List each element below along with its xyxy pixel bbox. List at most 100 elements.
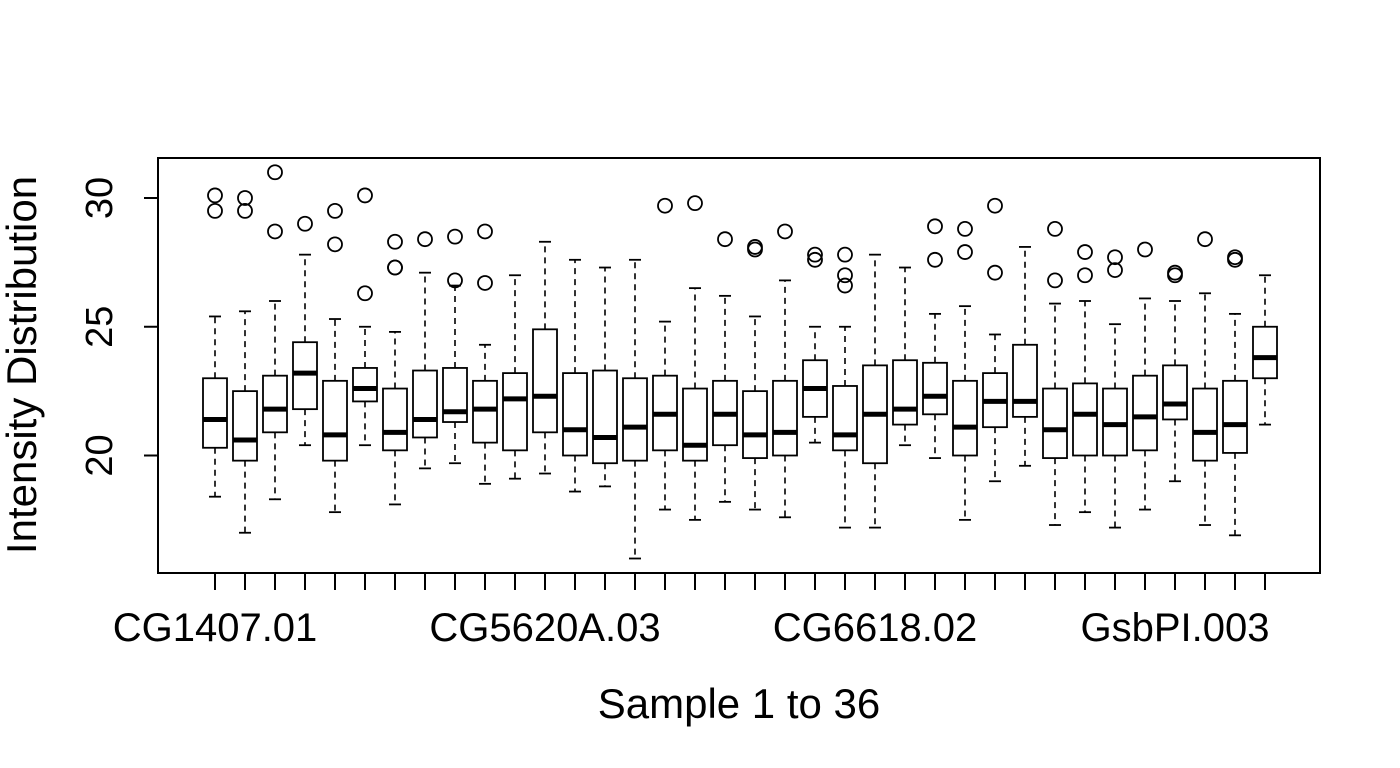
y-tick-label: 25	[79, 306, 121, 348]
outlier-point	[477, 223, 493, 240]
outlier-point	[237, 202, 253, 219]
outlier-point	[837, 277, 853, 294]
iqr-box	[562, 372, 588, 457]
iqr-box	[772, 379, 798, 457]
sample-10-box	[472, 223, 498, 485]
outlier-point	[267, 164, 283, 181]
outlier-point	[297, 215, 313, 232]
outlier-point	[1107, 249, 1123, 266]
iqr-box	[1192, 387, 1218, 462]
iqr-box	[1012, 343, 1038, 418]
outlier-point	[447, 272, 463, 289]
x-axis-label: Sample 1 to 36	[598, 680, 881, 727]
iqr-box	[592, 369, 618, 465]
x-tick-label: CG6618.02	[773, 606, 978, 650]
sample-36-box	[1252, 274, 1278, 426]
sample-23-box	[862, 253, 888, 529]
iqr-box	[1102, 387, 1128, 457]
iqr-box	[622, 377, 648, 462]
iqr-box	[682, 387, 708, 462]
sample-29-box	[1042, 220, 1068, 526]
sample-27-box	[982, 197, 1008, 483]
sample-6-box	[352, 187, 378, 447]
plot-frame	[157, 157, 1321, 574]
sample-18-box	[712, 231, 738, 503]
sample-19-box	[742, 239, 768, 511]
iqr-box	[232, 390, 258, 462]
iqr-box	[742, 390, 768, 459]
outlier-point	[237, 190, 253, 206]
outlier-point	[837, 267, 853, 284]
sample-12-box	[532, 240, 558, 475]
sample-9-box	[442, 228, 468, 465]
sample-25-box	[922, 218, 948, 459]
outlier-point	[687, 195, 703, 212]
outlier-point	[987, 264, 1003, 281]
outlier-point	[417, 231, 433, 248]
outlier-point	[747, 239, 763, 255]
sample-2-box	[232, 190, 258, 534]
sample-3-box	[262, 164, 288, 501]
sample-13-box	[562, 258, 588, 493]
sample-15-box	[622, 258, 648, 560]
outlier-point	[927, 218, 943, 235]
outlier-point	[927, 251, 943, 268]
outlier-point	[657, 197, 673, 214]
outlier-point	[387, 259, 403, 276]
sample-30-box	[1072, 244, 1098, 514]
iqr-box	[292, 341, 318, 411]
iqr-box	[472, 379, 498, 444]
sample-32-box	[1132, 241, 1158, 511]
outlier-point	[327, 236, 343, 253]
outlier-point	[1137, 241, 1153, 258]
iqr-box	[382, 387, 408, 452]
sample-34-box	[1192, 231, 1218, 526]
outlier-point	[1227, 249, 1243, 266]
iqr-box	[922, 361, 948, 416]
y-axis-label: Intensity Distribution	[0, 176, 45, 554]
iqr-box	[1162, 364, 1188, 421]
sample-22-box	[832, 246, 858, 529]
sample-28-box	[1012, 246, 1038, 467]
iqr-box	[532, 328, 558, 434]
outlier-point	[837, 246, 853, 263]
sample-5-box	[322, 202, 348, 514]
iqr-box	[262, 374, 288, 434]
iqr-box	[1042, 387, 1068, 459]
sample-4-box	[292, 215, 318, 447]
iqr-box	[892, 359, 918, 426]
iqr-box	[1132, 374, 1158, 452]
sample-1-box	[202, 187, 228, 498]
iqr-box	[1072, 382, 1098, 457]
outlier-point	[957, 220, 973, 237]
outlier-point	[1167, 264, 1183, 281]
iqr-box	[832, 385, 858, 452]
outlier-point	[957, 244, 973, 260]
outlier-point	[1047, 220, 1063, 237]
outlier-point	[357, 285, 373, 302]
sample-21-box	[802, 246, 828, 444]
sample-8-box	[412, 231, 438, 470]
sample-16-box	[652, 197, 678, 511]
outlier-point	[777, 223, 793, 240]
x-tick-label: CG5620A.03	[429, 606, 660, 650]
outlier-point	[987, 197, 1003, 214]
iqr-box	[502, 372, 528, 452]
x-tick-label: CG1407.01	[113, 606, 318, 650]
outlier-point	[267, 223, 283, 240]
sample-26-box	[952, 220, 978, 521]
y-axis: 20 25 30	[79, 177, 159, 477]
outlier-point	[447, 228, 463, 245]
outlier-point	[1047, 272, 1063, 289]
outlier-point	[327, 202, 343, 219]
outlier-point	[717, 231, 733, 248]
y-tick-label: 20	[79, 434, 121, 476]
sample-7-box	[382, 233, 408, 506]
sample-11-box	[502, 274, 528, 480]
iqr-box	[322, 379, 348, 462]
sample-17-box	[682, 195, 708, 521]
boxes-layer	[202, 164, 1278, 560]
sample-20-box	[772, 223, 798, 519]
outlier-point	[807, 251, 823, 268]
